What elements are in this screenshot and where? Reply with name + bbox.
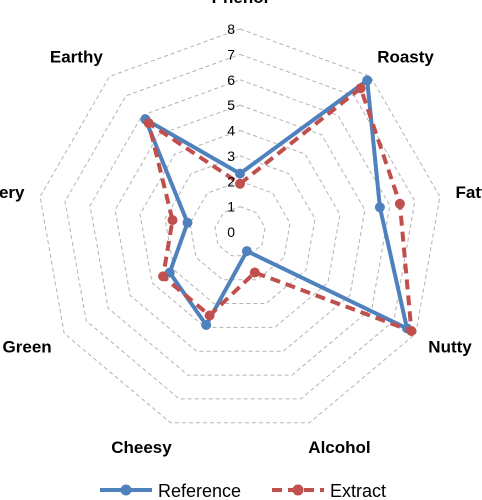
category-label-fatty: Fatty xyxy=(456,183,482,202)
tick-label: 6 xyxy=(227,72,235,88)
tick-label: 1 xyxy=(227,199,235,215)
grid-ring xyxy=(189,180,291,281)
data-point xyxy=(406,326,417,336)
legend-marker xyxy=(292,484,304,496)
grid-ring xyxy=(164,155,316,304)
tick-label: 0 xyxy=(227,224,235,240)
legend: Reference Extract xyxy=(100,481,386,500)
grid-ring xyxy=(39,28,441,424)
legend-label: Extract xyxy=(330,481,386,500)
category-label-alcohol: Alcohol xyxy=(308,438,370,457)
grid-ring xyxy=(139,129,341,328)
data-point xyxy=(204,310,215,321)
category-label-earthy: Earthy xyxy=(50,48,103,67)
data-point xyxy=(167,215,178,226)
data-point xyxy=(143,118,154,129)
grid-ring xyxy=(214,206,266,257)
tick-label: 4 xyxy=(227,123,235,139)
series-extract xyxy=(143,83,417,336)
category-label-buttery: Buttery xyxy=(0,183,25,202)
data-point xyxy=(201,320,212,330)
data-point xyxy=(374,202,385,213)
tick-label: 8 xyxy=(227,21,235,37)
tick-label: 2 xyxy=(227,173,235,189)
data-point xyxy=(158,271,169,282)
data-point xyxy=(249,267,260,278)
tick-label: 3 xyxy=(227,148,235,164)
data-point xyxy=(235,178,245,189)
series-line xyxy=(146,86,414,333)
category-label-phenol: Phenol xyxy=(212,0,269,7)
radial-ticks: 0 1 2 3 4 5 6 7 8 xyxy=(227,21,235,240)
legend-label: Reference xyxy=(158,481,241,500)
data-point xyxy=(362,75,373,86)
category-label-green: Green xyxy=(3,338,52,357)
category-label-nutty: Nutty xyxy=(428,338,472,357)
data-point xyxy=(394,198,405,209)
data-point xyxy=(355,83,366,94)
category-label-roasty: Roasty xyxy=(377,48,434,67)
legend-item-extract: Extract xyxy=(272,481,386,500)
series-line xyxy=(143,78,409,331)
data-point xyxy=(241,246,252,257)
tick-label: 5 xyxy=(227,97,235,113)
category-labels: Phenol Roasty Fatty Nutty Alcohol Cheesy Green… xyxy=(0,0,482,457)
data-point xyxy=(235,168,245,179)
series-reference xyxy=(140,75,412,334)
grid-ring xyxy=(89,79,391,376)
legend-item-reference: Reference xyxy=(100,481,241,500)
series-layer xyxy=(140,75,417,336)
tick-label: 7 xyxy=(227,46,235,62)
data-point xyxy=(182,217,193,228)
category-label-cheesy: Cheesy xyxy=(111,438,172,457)
radar-grid xyxy=(39,28,441,424)
grid-ring xyxy=(64,53,416,400)
legend-marker xyxy=(120,484,132,496)
